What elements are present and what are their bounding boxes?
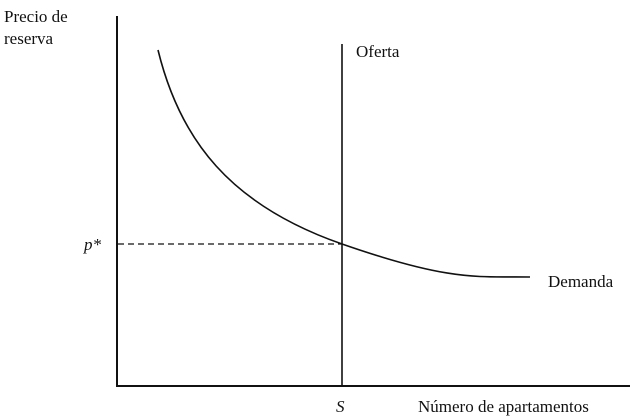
quantity-tick-label: S	[336, 397, 345, 416]
demand-curve	[157, 49, 531, 278]
y-axis-label-line1: Precio de	[4, 7, 68, 26]
supply-label: Oferta	[356, 42, 400, 61]
y-axis-label-line2: reserva	[4, 29, 54, 48]
demand-label: Demanda	[548, 272, 614, 291]
x-axis-label: Número de apartamentos	[418, 397, 589, 416]
price-tick-label: p*	[83, 235, 102, 254]
